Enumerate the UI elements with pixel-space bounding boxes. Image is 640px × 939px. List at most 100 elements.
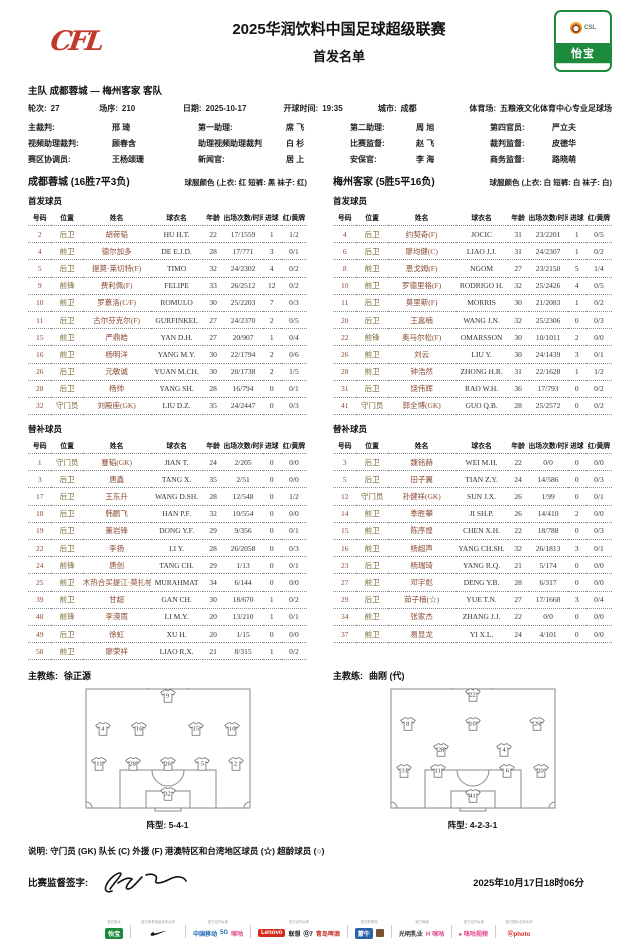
player-row: 27 前卫 邓宇彪 DENG Y.B. 28 6/317 0 0/0 xyxy=(333,573,612,592)
player-cell: 5 xyxy=(567,259,586,278)
player-cell: 前卫 xyxy=(51,242,83,261)
player-cell: 0/3 xyxy=(280,294,307,312)
player-cell: 9 xyxy=(28,277,52,295)
player-row: 11 后卫 古尔芬克尔(F) GURFINKEL 27 24/2370 2 0/5 xyxy=(28,311,307,330)
player-jersey: 11 xyxy=(91,756,108,771)
player-row: 14 前卫 季胜攀 JI SH.P. 26 14/410 2 0/0 xyxy=(333,505,612,523)
player-cell: 24/2447 xyxy=(223,397,263,416)
home-coach-label: 主教练: xyxy=(28,671,58,682)
player-cell: 0/5 xyxy=(585,225,612,244)
player-cell: 0/5 xyxy=(280,311,307,330)
sponsor-group: 官方体育用品合作伙伴 xyxy=(138,919,178,939)
player-cell: 1 xyxy=(262,225,281,244)
player-cell: RODRIGO H. xyxy=(455,277,508,295)
player-cell: 0/0 xyxy=(528,453,568,472)
player-row: 3 后卫 魏铭赫 WEI M.H. 22 0/0 0 0/0 xyxy=(333,453,612,472)
player-cell: XU H. xyxy=(150,625,203,644)
column-header: 姓名 xyxy=(387,438,456,455)
player-cell: 10 xyxy=(333,277,357,295)
player-jersey: 5 xyxy=(194,756,211,771)
player-cell: 后卫 xyxy=(51,487,83,506)
player-cell: 0 xyxy=(262,505,281,523)
player-cell: 季胜攀 xyxy=(387,505,456,523)
player-cell: LI Y. xyxy=(150,539,203,558)
away-starters-label: 首发球员 xyxy=(333,196,368,206)
match-info-item: 体育场: 五粮液文化体育中心专业足球场 xyxy=(469,103,612,114)
player-cell: 29 xyxy=(202,556,224,575)
player-cell: 前卫 xyxy=(51,591,83,609)
player-cell: 6/317 xyxy=(528,573,568,592)
player-cell: 30 xyxy=(202,345,224,364)
sponsor-logos: 光明乳业 H˙咪咕 xyxy=(399,927,444,939)
player-row: 29 后卫 茹子楠(☆) YUE T.N. 27 17/1668 3 0/4 xyxy=(333,591,612,609)
player-cell: 杨瑞琦 xyxy=(387,556,456,575)
player-cell: 21/2083 xyxy=(528,294,568,312)
column-header: 红/黄牌 xyxy=(280,438,307,455)
column-header: 出场次数/时间 xyxy=(223,438,263,455)
sponsor-group-label: 官方合作伙伴 xyxy=(207,919,229,925)
player-cell: 24/2307 xyxy=(528,242,568,261)
column-header: 球衣名 xyxy=(455,210,508,226)
player-cell: 0 xyxy=(262,380,281,398)
player-cell: 30 xyxy=(507,328,529,347)
player-cell: 18/788 xyxy=(528,522,568,541)
away-kit-colors: 球服颜色 (上衣: 白 短裤: 白 袜子: 白) xyxy=(489,178,613,187)
player-cell: 8/315 xyxy=(223,642,263,661)
player-cell: 32 xyxy=(507,311,529,330)
player-cell: 26/1813 xyxy=(528,539,568,558)
player-cell: 恩戈姆(F) xyxy=(387,259,456,278)
player-cell: 28 xyxy=(202,539,224,558)
teams-line: 主队 成都蓉城 — 梅州客家 客队 xyxy=(28,86,163,97)
player-cell: 韩鹏飞 xyxy=(82,505,151,523)
page-header: CFL 2025华润饮料中国足球超级联赛 首发名单 CSL 怡宝 xyxy=(28,8,612,74)
player-cell: 20/1738 xyxy=(223,363,263,381)
signature-label: 比赛监督签字: xyxy=(28,878,89,890)
official-label: 主裁判: xyxy=(28,123,55,132)
player-cell: 35 xyxy=(202,470,224,489)
player-jersey: 16 xyxy=(131,722,148,737)
player-cell: 0/0 xyxy=(280,470,307,489)
player-row: 9 前锋 费利佩(F) FELIPE 33 26/2512 12 0/2 xyxy=(28,277,307,295)
match-info-label: 场序: xyxy=(99,104,118,113)
official-label: 助理视频助理裁判 xyxy=(198,139,262,148)
player-cell: 16 xyxy=(333,539,357,558)
player-cell: 唐鑫 xyxy=(82,470,151,489)
player-cell: YUE T.N. xyxy=(455,591,508,609)
player-cell: 杨帅 xyxy=(82,380,151,398)
player-cell: 14/410 xyxy=(528,505,568,523)
player-cell: 11 xyxy=(28,311,52,330)
player-row: 28 前卫 钟浩然 ZHONG H.R. 31 22/1628 1 1/2 xyxy=(333,363,612,381)
player-cell: 前锋 xyxy=(51,556,83,575)
player-cell: 罗慕洛(C/F) xyxy=(82,294,151,312)
player-cell: 29 xyxy=(333,591,357,609)
column-header: 红/黄牌 xyxy=(280,210,307,226)
player-cell: GUO Q.B. xyxy=(455,397,508,416)
away-starters-table: 号码 位置 姓名 球衣名 年龄 出场次数/时间 进球 红/黄牌 4 后卫 约契奇(F) JOCIC 31… xyxy=(333,210,612,416)
player-cell: 3 xyxy=(567,591,586,609)
player-jersey: 6 xyxy=(499,764,516,779)
player-cell: 后卫 xyxy=(356,470,388,489)
player-cell: 18 xyxy=(28,505,52,523)
player-cell: 后卫 xyxy=(356,311,388,330)
player-cell: 26 xyxy=(507,505,529,523)
player-cell: 守门员 xyxy=(51,453,83,472)
player-cell: 0/2 xyxy=(280,591,307,609)
sponsor-group: 官方赞助商 蒙牛 xyxy=(354,919,384,939)
player-cell: YANG SH. xyxy=(150,380,203,398)
sponsor-group: 官方图片合作伙伴 Ⓖphoto xyxy=(503,919,535,939)
player-cell: 5/174 xyxy=(528,556,568,575)
player-cell: 前锋 xyxy=(51,277,83,295)
player-cell: 唐创 xyxy=(82,556,151,575)
sponsor-group: 官方鸣谢 光明乳业 H˙咪咕 xyxy=(399,919,444,939)
player-cell: 4 xyxy=(333,225,357,244)
player-cell: 0 xyxy=(567,470,586,489)
player-row: 4 前卫 德尔加多 DE E.J.D. 28 17/771 3 0/1 xyxy=(28,242,307,261)
player-cell: 0 xyxy=(262,470,281,489)
away-formation-jerseys: 22 8 10 26 28 4 31 11 6 20 41 xyxy=(390,687,556,812)
column-header: 出场次数/时间 xyxy=(528,210,568,226)
player-jersey: 2 xyxy=(227,756,244,771)
sponsor-logo: 中国移动 xyxy=(193,931,218,938)
player-cell: 2 xyxy=(28,225,52,244)
away-subs-label: 替补球员 xyxy=(333,424,368,435)
